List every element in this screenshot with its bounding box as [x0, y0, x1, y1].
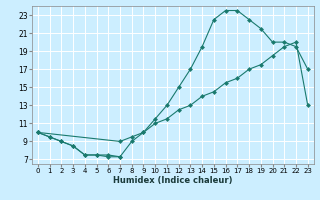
X-axis label: Humidex (Indice chaleur): Humidex (Indice chaleur) [113, 176, 233, 185]
